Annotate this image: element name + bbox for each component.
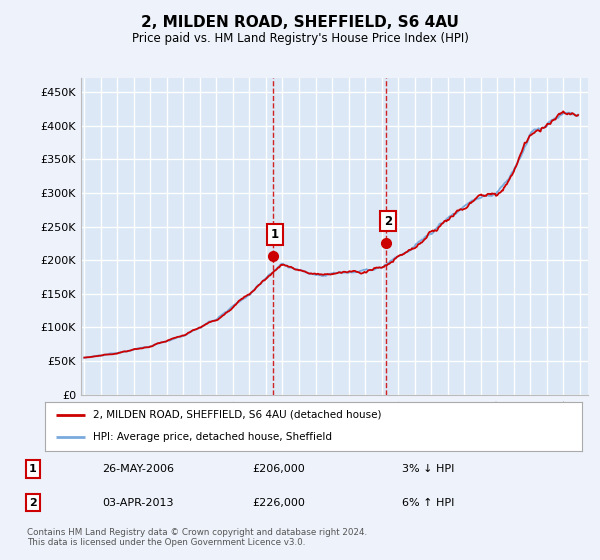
- Text: Contains HM Land Registry data © Crown copyright and database right 2024.
This d: Contains HM Land Registry data © Crown c…: [27, 528, 367, 547]
- Text: Price paid vs. HM Land Registry's House Price Index (HPI): Price paid vs. HM Land Registry's House …: [131, 32, 469, 45]
- Text: 03-APR-2013: 03-APR-2013: [102, 498, 173, 507]
- Text: 1: 1: [29, 464, 37, 474]
- Text: 2, MILDEN ROAD, SHEFFIELD, S6 4AU (detached house): 2, MILDEN ROAD, SHEFFIELD, S6 4AU (detac…: [94, 410, 382, 420]
- Text: 2: 2: [384, 214, 392, 227]
- Text: HPI: Average price, detached house, Sheffield: HPI: Average price, detached house, Shef…: [94, 432, 332, 442]
- Text: 2: 2: [29, 498, 37, 507]
- Text: 2, MILDEN ROAD, SHEFFIELD, S6 4AU: 2, MILDEN ROAD, SHEFFIELD, S6 4AU: [141, 15, 459, 30]
- Text: £206,000: £206,000: [252, 464, 305, 474]
- Text: 6% ↑ HPI: 6% ↑ HPI: [402, 498, 454, 507]
- Text: 1: 1: [271, 228, 279, 241]
- Text: 26-MAY-2006: 26-MAY-2006: [102, 464, 174, 474]
- Text: £226,000: £226,000: [252, 498, 305, 507]
- Text: 3% ↓ HPI: 3% ↓ HPI: [402, 464, 454, 474]
